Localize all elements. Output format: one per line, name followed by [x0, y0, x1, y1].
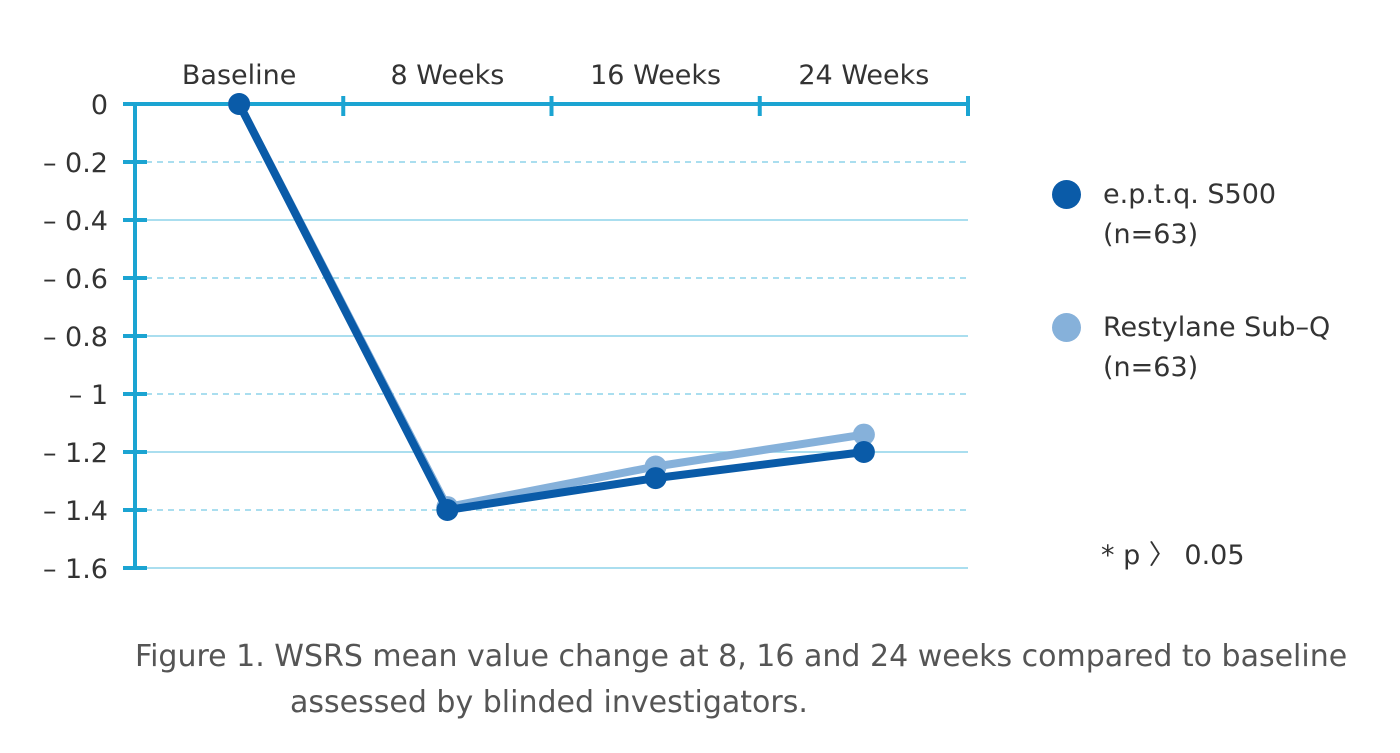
y-tick-label: – 0.8	[43, 322, 108, 353]
legend-label-restylane-n: (n=63)	[1103, 352, 1199, 383]
y-tick-label: – 0.6	[43, 264, 108, 295]
y-tick-label: 0	[91, 90, 108, 121]
y-tick-label: – 1.4	[43, 496, 108, 527]
data-point	[436, 499, 459, 521]
y-tick-label: – 1	[69, 380, 108, 411]
data-series	[228, 93, 875, 521]
legend-label-restylane-name: Restylane Sub–Q	[1103, 312, 1331, 343]
legend-marker-restylane	[1052, 313, 1081, 342]
figure-caption-line-2: assessed by blinded investigators.	[290, 685, 808, 720]
data-point	[852, 423, 875, 446]
series-line	[235, 100, 868, 514]
data-point	[852, 441, 875, 463]
grid-lines	[135, 161, 968, 569]
legend-label-eptq-n: (n=63)	[1103, 219, 1199, 250]
significance-note: * p 〉 0.05	[1101, 540, 1245, 571]
x-tick-label: 16 Weeks	[590, 60, 721, 91]
series-0	[228, 93, 875, 521]
legend-entry-eptq: e.p.t.q. S500 (n=63)	[1052, 177, 1372, 257]
x-tick-label: 24 Weeks	[798, 60, 929, 91]
y-tick-label: – 1.6	[43, 554, 108, 585]
legend-marker-eptq	[1052, 180, 1081, 209]
legend-entry-restylane: Restylane Sub–Q (n=63)	[1052, 310, 1372, 390]
data-point	[228, 93, 251, 115]
legend-label-eptq-name: e.p.t.q. S500	[1103, 179, 1277, 210]
x-tick-label: 8 Weeks	[390, 60, 504, 91]
figure-caption-line-1: Figure 1. WSRS mean value change at 8, 1…	[135, 639, 1348, 674]
y-tick-label: – 1.2	[43, 438, 108, 469]
y-tick-label: – 0.4	[43, 206, 108, 237]
axes	[123, 96, 970, 570]
series-line	[235, 100, 868, 512]
tick-labels: 0 – 0.2 – 0.4 – 0.6 – 0.8 – 1 – 1.2 – 1.4 – 1.6 B…	[43, 60, 929, 585]
data-point	[644, 467, 667, 490]
y-tick-label: – 0.2	[43, 148, 108, 179]
x-tick-label: Baseline	[182, 60, 296, 91]
series-1	[228, 93, 875, 519]
